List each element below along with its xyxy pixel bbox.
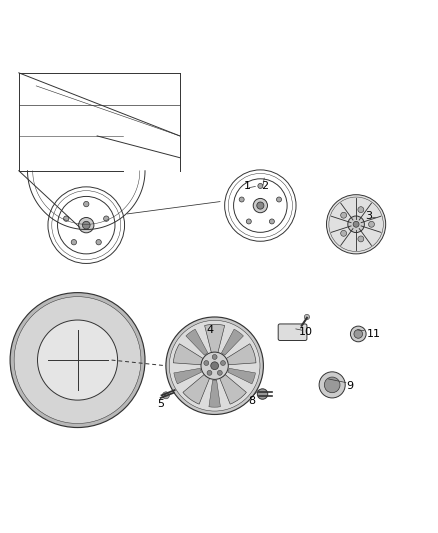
Circle shape <box>276 197 282 202</box>
Circle shape <box>201 352 228 379</box>
Text: 10: 10 <box>299 327 313 337</box>
Circle shape <box>82 221 90 229</box>
Circle shape <box>162 392 170 399</box>
FancyBboxPatch shape <box>278 324 307 341</box>
Text: 9: 9 <box>346 381 353 391</box>
Circle shape <box>304 314 310 320</box>
Circle shape <box>350 326 366 342</box>
Circle shape <box>38 320 117 400</box>
Text: 3: 3 <box>366 212 373 221</box>
Wedge shape <box>186 329 208 355</box>
Text: 11: 11 <box>367 329 381 339</box>
Circle shape <box>78 217 94 233</box>
Circle shape <box>341 212 346 218</box>
Circle shape <box>324 377 340 393</box>
Text: 4: 4 <box>207 325 214 335</box>
Text: 2: 2 <box>261 181 268 191</box>
Circle shape <box>170 320 260 411</box>
Circle shape <box>269 219 274 224</box>
Circle shape <box>96 239 101 245</box>
Circle shape <box>211 362 219 369</box>
Wedge shape <box>173 344 204 365</box>
Circle shape <box>14 297 141 424</box>
Wedge shape <box>222 329 244 355</box>
Wedge shape <box>209 380 220 407</box>
Wedge shape <box>183 374 210 404</box>
Text: 1: 1 <box>244 181 251 191</box>
Circle shape <box>10 293 145 427</box>
Circle shape <box>212 354 217 359</box>
Circle shape <box>204 361 209 366</box>
Wedge shape <box>205 324 225 353</box>
Circle shape <box>348 216 364 232</box>
Circle shape <box>326 195 386 254</box>
Wedge shape <box>174 368 201 384</box>
Circle shape <box>207 370 212 375</box>
Text: 8: 8 <box>248 397 255 407</box>
Circle shape <box>341 230 346 236</box>
Wedge shape <box>228 368 255 384</box>
Circle shape <box>239 197 244 202</box>
Circle shape <box>319 372 345 398</box>
Circle shape <box>353 221 359 227</box>
Circle shape <box>221 361 226 366</box>
Circle shape <box>358 207 364 213</box>
Circle shape <box>71 239 77 245</box>
Circle shape <box>354 329 363 338</box>
Text: 5: 5 <box>157 399 164 409</box>
Circle shape <box>253 198 268 213</box>
Circle shape <box>246 219 251 224</box>
Circle shape <box>258 183 263 189</box>
Circle shape <box>257 389 268 399</box>
Wedge shape <box>226 344 256 365</box>
Circle shape <box>84 201 89 207</box>
Circle shape <box>358 236 364 242</box>
Circle shape <box>257 202 264 209</box>
Circle shape <box>166 317 263 415</box>
Circle shape <box>64 216 69 221</box>
Circle shape <box>368 221 374 227</box>
Circle shape <box>104 216 109 221</box>
Wedge shape <box>219 374 247 404</box>
Circle shape <box>217 370 222 375</box>
